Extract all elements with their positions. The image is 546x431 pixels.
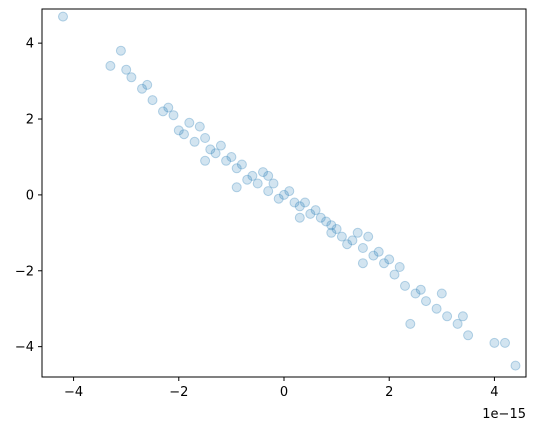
scatter-point [126, 72, 137, 83]
scatter-point [226, 152, 237, 162]
scatter-point [210, 148, 221, 159]
scatter-point [168, 110, 179, 121]
scatter-point [489, 337, 500, 348]
scatter-point [321, 216, 332, 227]
scatter-point [263, 170, 274, 181]
scatter-point [294, 201, 305, 212]
scatter-point [326, 227, 337, 238]
y-tick-label: −4 [15, 340, 34, 355]
scatter-point [357, 243, 368, 253]
scatter-point [284, 186, 295, 197]
scatter-point [405, 318, 416, 329]
scatter-point [363, 231, 374, 242]
scatter-point [436, 288, 447, 299]
scatter-point [142, 79, 153, 90]
scatter-point [231, 182, 242, 193]
scatter-point [457, 311, 468, 322]
scatter-point [268, 178, 279, 189]
scatter-point [247, 170, 258, 181]
scatter-points [58, 11, 521, 371]
scatter-point [263, 186, 274, 197]
scatter-point [121, 64, 132, 75]
scatter-point [258, 167, 268, 178]
x-tick-label: 4 [490, 385, 498, 400]
scatter-point [331, 224, 342, 234]
scatter-point [384, 254, 395, 265]
scatter-point [352, 227, 363, 238]
scatter-point [221, 155, 232, 166]
scatter-point [410, 288, 421, 299]
x-tick-label: 0 [280, 385, 288, 400]
scatter-point [342, 239, 353, 250]
scatter-point [194, 121, 205, 132]
scatter-point [179, 129, 189, 140]
scatter-point [200, 133, 211, 143]
scatter-point [137, 83, 147, 94]
scatter-point [400, 280, 410, 291]
scatter-point [431, 303, 442, 314]
x-tick-label: −2 [169, 385, 188, 400]
scatter-point [415, 284, 426, 295]
scatter-point [147, 95, 158, 106]
scatter-point [105, 60, 116, 71]
scatter-point [184, 117, 195, 128]
scatter-point [231, 163, 242, 174]
scatter-point [510, 360, 521, 371]
scatter-point [189, 136, 200, 147]
scatter-point [158, 106, 168, 117]
scatter-point [289, 197, 300, 208]
scatter-point [347, 235, 358, 246]
scatter-point [326, 220, 337, 231]
y-tick-label: −2 [15, 264, 34, 279]
scatter-point [310, 205, 321, 216]
scatter-point [294, 212, 305, 223]
y-tick-label: 4 [26, 37, 34, 52]
scatter-point [368, 250, 379, 261]
x-axis: −4 −2 0 2 4 [64, 377, 499, 400]
scatter-point [279, 189, 289, 200]
scatter-point [389, 269, 400, 280]
scatter-point [215, 140, 226, 151]
scatter-point [173, 125, 184, 136]
scatter-point [242, 174, 253, 185]
scatter-point [315, 212, 326, 223]
y-tick-label: 0 [26, 188, 34, 203]
scatter-point [500, 337, 510, 348]
scatter-point [200, 155, 211, 166]
scatter-point [357, 258, 368, 269]
scatter-point [379, 258, 389, 269]
scatter-point [394, 262, 405, 272]
x-axis-offset-label: 1e−15 [482, 407, 526, 422]
x-tick-label: −4 [64, 385, 83, 400]
scatter-point [273, 193, 284, 204]
scatter-point [163, 102, 174, 113]
scatter-point [305, 208, 316, 219]
scatter-point [236, 159, 247, 170]
scatter-point [452, 318, 463, 329]
scatter-point [300, 197, 310, 208]
y-axis: −4 −2 0 2 4 [15, 37, 42, 355]
scatter-point [58, 11, 68, 22]
scatter-point [252, 178, 263, 189]
scatter-point [442, 311, 453, 322]
scatter-point [336, 231, 347, 242]
scatter-point [463, 330, 474, 341]
scatter-point [373, 246, 384, 257]
x-tick-label: 2 [385, 385, 393, 400]
y-tick-label: 2 [26, 113, 34, 128]
scatter-point [421, 296, 431, 307]
scatter-point [205, 144, 216, 155]
scatter-point [115, 45, 126, 56]
